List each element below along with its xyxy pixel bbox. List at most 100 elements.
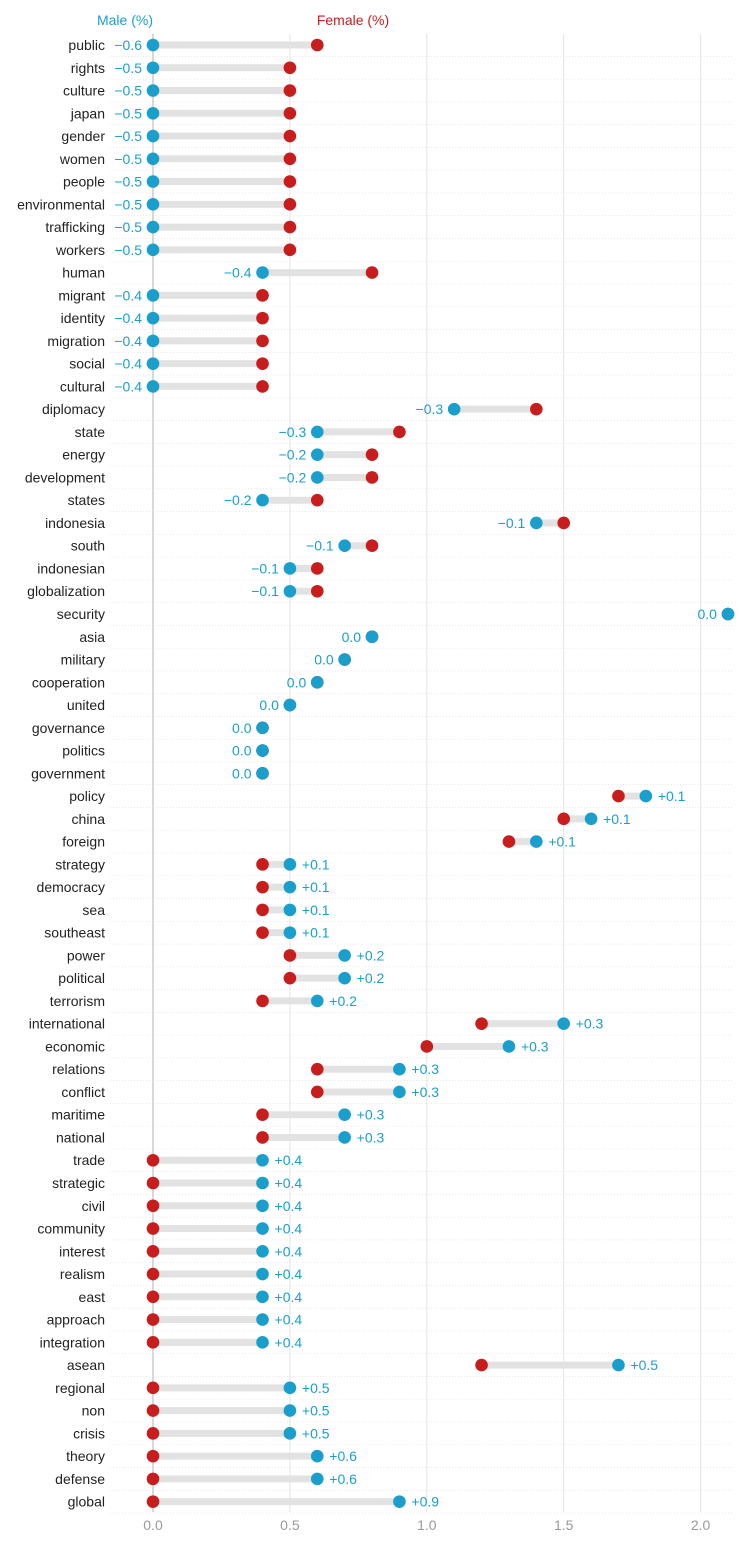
- chart-row-globalization: globalization −0.1: [27, 583, 734, 603]
- x-tick-label: 2.0: [691, 1517, 711, 1533]
- chart-row-trade: trade +0.4: [73, 1152, 734, 1172]
- chart-row-governance: governance 0.0: [32, 720, 734, 740]
- difference-label: −0.2: [279, 469, 307, 485]
- category-label: asean: [67, 1357, 105, 1373]
- difference-label: +0.4: [275, 1152, 303, 1168]
- difference-label: +0.4: [275, 1334, 303, 1350]
- chart-row-human: human −0.4: [62, 265, 734, 285]
- difference-label: −0.3: [416, 401, 444, 417]
- category-label: culture: [63, 83, 105, 99]
- female-point: [475, 1358, 488, 1372]
- male-point: [256, 767, 269, 780]
- chart-row-women: women −0.5: [59, 151, 734, 171]
- male-point: [365, 630, 379, 644]
- difference-label: −0.4: [114, 333, 142, 349]
- female-point: [256, 357, 269, 370]
- female-point: [530, 402, 543, 416]
- difference-label: +0.6: [329, 1448, 357, 1464]
- difference-label: −0.3: [279, 424, 307, 440]
- row-layer: public −0.6 rights −0.5 culture −0.5 japan −0.5…: [17, 37, 735, 1514]
- chart-row-japan: japan −0.5: [70, 105, 734, 125]
- chart-row-regional: regional +0.5: [55, 1380, 734, 1400]
- difference-label: 0.0: [287, 674, 307, 690]
- category-label: diplomacy: [42, 401, 105, 417]
- female-point: [146, 1313, 160, 1326]
- female-point: [612, 789, 625, 803]
- chart-row-policy: policy +0.1: [69, 788, 734, 808]
- chart-row-sea: sea +0.1: [82, 902, 734, 922]
- male-point: [338, 971, 351, 985]
- category-label: government: [31, 765, 105, 781]
- difference-label: −0.5: [114, 105, 142, 121]
- difference-label: +0.1: [658, 788, 686, 804]
- chart-row-terrorism: terrorism +0.2: [50, 993, 734, 1013]
- difference-label: −0.2: [224, 492, 252, 508]
- difference-label: −0.5: [114, 128, 142, 144]
- category-label: development: [25, 469, 105, 485]
- category-label: state: [75, 424, 106, 440]
- difference-label: +0.5: [302, 1425, 330, 1441]
- female-point: [310, 1085, 324, 1099]
- female-point: [557, 812, 570, 826]
- difference-label: +0.2: [329, 993, 357, 1009]
- male-point: [393, 1085, 406, 1099]
- female-point: [283, 106, 297, 120]
- difference-label: −0.5: [114, 151, 142, 167]
- category-label: indonesian: [37, 560, 105, 576]
- category-label: economic: [45, 1038, 105, 1054]
- chart-row-strategic: strategic +0.4: [52, 1175, 734, 1195]
- chart-row-development: development −0.2: [25, 469, 734, 490]
- legend-male-label: Male (%): [97, 12, 153, 28]
- difference-label: −0.1: [306, 538, 334, 554]
- grid-layer: 0.0 0.5 1.0 1.5 2.0: [143, 34, 711, 1533]
- chart-row-politics: politics 0.0: [62, 743, 734, 763]
- difference-label: 0.0: [232, 743, 252, 759]
- category-label: rights: [71, 60, 105, 76]
- chart-row-interest: interest +0.4: [59, 1243, 734, 1263]
- female-point: [283, 220, 297, 234]
- category-label: political: [58, 970, 105, 986]
- chart-row-asia: asia 0.0: [79, 629, 734, 649]
- female-point: [146, 1404, 160, 1417]
- category-label: strategic: [52, 1175, 105, 1191]
- chart-row-states: states −0.2: [68, 492, 734, 512]
- chart-row-power: power +0.2: [67, 947, 734, 968]
- male-point: [310, 675, 324, 689]
- chart-row-public: public −0.6: [68, 37, 734, 57]
- male-point: [338, 653, 351, 666]
- female-point: [146, 1199, 160, 1213]
- male-point: [256, 1222, 269, 1235]
- female-point: [283, 129, 297, 143]
- chart-row-southeast: southeast +0.1: [44, 925, 734, 945]
- chart-row-china: china +0.1: [72, 811, 734, 831]
- female-point: [256, 880, 269, 894]
- male-point: [146, 243, 160, 257]
- difference-label: −0.5: [114, 174, 142, 190]
- female-point: [146, 1267, 160, 1281]
- male-point: [146, 61, 160, 75]
- female-point: [146, 1290, 160, 1304]
- male-point: [338, 1108, 351, 1122]
- difference-label: +0.3: [411, 1084, 439, 1100]
- chart-row-political: political +0.2: [58, 970, 734, 990]
- female-point: [310, 493, 324, 507]
- x-tick-label: 1.0: [417, 1517, 437, 1533]
- male-point: [393, 1062, 406, 1076]
- female-point: [146, 1472, 160, 1486]
- chart-row-global: global +0.9: [68, 1494, 734, 1514]
- category-label: theory: [66, 1448, 105, 1464]
- female-point: [420, 1040, 434, 1053]
- male-point: [146, 380, 160, 393]
- male-point: [283, 880, 297, 894]
- chart-row-energy: energy −0.2: [62, 447, 734, 467]
- male-point: [283, 1381, 297, 1395]
- difference-label: +0.2: [357, 970, 385, 986]
- category-label: non: [82, 1403, 105, 1419]
- difference-label: −0.5: [114, 242, 142, 258]
- category-label: southeast: [44, 925, 105, 941]
- category-label: conflict: [61, 1084, 105, 1100]
- male-point: [612, 1358, 625, 1372]
- female-point: [283, 152, 297, 166]
- category-label: human: [62, 265, 105, 281]
- male-point: [256, 1176, 269, 1190]
